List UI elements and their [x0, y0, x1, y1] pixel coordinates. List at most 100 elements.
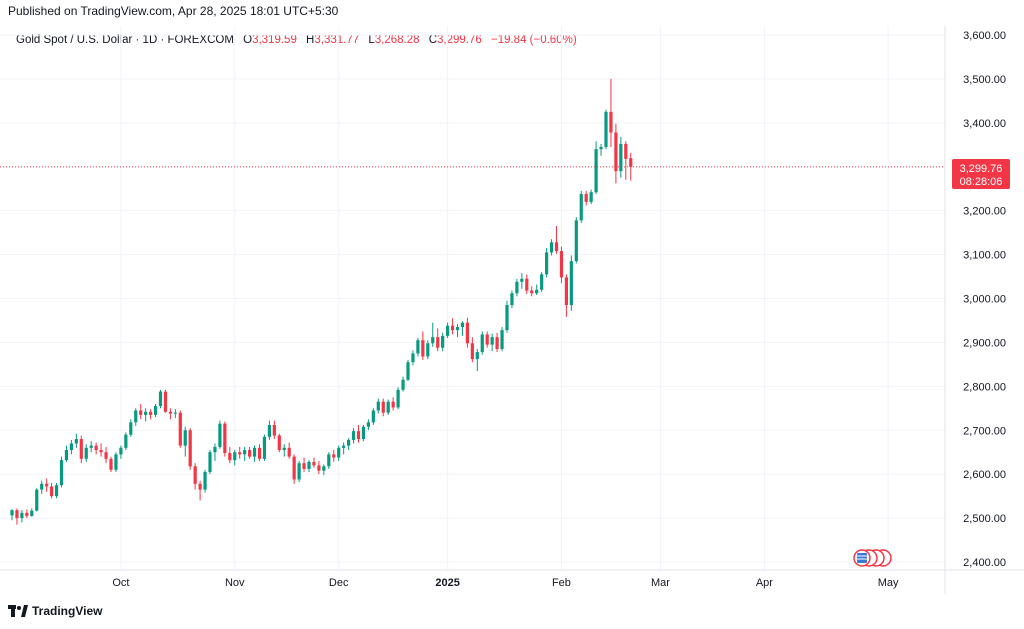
- candle: [139, 403, 143, 420]
- x-tick-label: Feb: [552, 577, 571, 589]
- candle: [99, 443, 103, 457]
- candle: [104, 446, 108, 464]
- candle: [535, 284, 539, 295]
- candle: [272, 420, 276, 440]
- candle: [69, 439, 73, 455]
- candle-body: [470, 343, 474, 360]
- time-axis[interactable]: Oct Nov Dec 2025 Feb Mar Apr May: [112, 577, 899, 589]
- candle: [376, 398, 380, 414]
- candle: [218, 420, 222, 449]
- candle: [396, 387, 400, 410]
- x-tick-label: Apr: [756, 577, 773, 589]
- candle: [183, 426, 187, 457]
- candle-body: [243, 450, 247, 455]
- candle-body: [188, 430, 192, 467]
- candle-body: [322, 466, 326, 471]
- candle: [579, 190, 583, 223]
- candle: [619, 136, 623, 178]
- candle: [421, 331, 425, 360]
- candle-body: [25, 512, 29, 516]
- candle: [89, 441, 93, 453]
- y-tick-label: 2,800.00: [963, 381, 1006, 393]
- candle-body: [376, 401, 380, 411]
- candle: [262, 434, 267, 461]
- candle: [569, 255, 573, 311]
- symbol-name[interactable]: Gold Spot / U.S. Dollar · 1D · FOREXCOM: [16, 34, 234, 46]
- tradingview-logo[interactable]: TradingView: [8, 604, 102, 618]
- published-caption: Published on TradingView.com, Apr 28, 20…: [8, 4, 339, 18]
- candle: [322, 464, 326, 476]
- candle-body: [485, 334, 489, 345]
- candle: [119, 445, 123, 459]
- candle: [208, 450, 212, 475]
- candle-body: [619, 143, 623, 172]
- candle: [530, 286, 534, 297]
- candle-body: [139, 410, 143, 415]
- candle-body: [386, 401, 390, 413]
- price-tag-background: [952, 159, 1010, 189]
- open-label: O: [243, 34, 253, 46]
- candle-body: [312, 461, 316, 466]
- candle: [614, 123, 618, 184]
- candle: [223, 421, 227, 457]
- candle-body: [203, 471, 207, 490]
- x-tick-label: Nov: [225, 577, 245, 589]
- candle-body: [450, 325, 455, 331]
- candle-body: [218, 423, 222, 447]
- candle: [559, 246, 564, 284]
- candle-body: [465, 322, 469, 344]
- candle-body: [277, 435, 281, 451]
- candle: [361, 424, 366, 442]
- candle: [594, 141, 598, 194]
- candle: [307, 460, 311, 472]
- candle-body: [153, 406, 158, 415]
- candle: [446, 322, 450, 339]
- candle-body: [569, 261, 573, 306]
- candle-body: [579, 193, 583, 221]
- candle-body: [356, 431, 361, 440]
- candle: [144, 408, 148, 422]
- symbol-legend: Gold Spot / U.S. Dollar · 1D · FOREXCOM …: [16, 34, 577, 46]
- candle: [50, 482, 54, 499]
- y-tick-label: 2,700.00: [963, 425, 1006, 437]
- candle-body: [257, 447, 262, 459]
- economic-events-icon[interactable]: [853, 549, 892, 567]
- candle-body: [520, 278, 524, 282]
- candle-body: [426, 343, 430, 357]
- candle: [609, 78, 613, 147]
- candle: [441, 332, 445, 352]
- candle: [15, 508, 19, 525]
- candle-body: [158, 391, 163, 407]
- candle: [257, 444, 262, 461]
- candle: [287, 442, 291, 459]
- candle: [371, 408, 375, 425]
- candle: [411, 350, 415, 366]
- candle: [540, 272, 544, 292]
- candle-body: [401, 379, 405, 390]
- candle: [163, 389, 168, 413]
- price-axis[interactable]: 2,400.00 2,500.00 2,600.00 2,700.00 2,800.00…: [963, 30, 1006, 569]
- candle: [545, 247, 549, 278]
- candle-body: [262, 436, 267, 459]
- candle: [525, 274, 529, 295]
- candle-body: [545, 252, 549, 275]
- candle-body: [198, 483, 202, 490]
- candle-body: [347, 439, 351, 446]
- candle-body: [594, 149, 598, 193]
- candle: [124, 432, 128, 451]
- candle: [168, 408, 172, 420]
- candle: [460, 321, 465, 336]
- candle-body: [134, 410, 138, 423]
- candle: [267, 420, 271, 440]
- candle-body: [327, 454, 331, 467]
- y-tick-label: 2,500.00: [963, 513, 1006, 525]
- candle: [25, 509, 29, 519]
- y-tick-label: 3,500.00: [963, 74, 1006, 86]
- candle: [495, 332, 499, 353]
- x-tick-label: Dec: [329, 577, 349, 589]
- candle: [624, 141, 628, 180]
- candle-body: [530, 290, 534, 294]
- candle: [30, 508, 34, 517]
- x-tick-label: Mar: [651, 577, 670, 589]
